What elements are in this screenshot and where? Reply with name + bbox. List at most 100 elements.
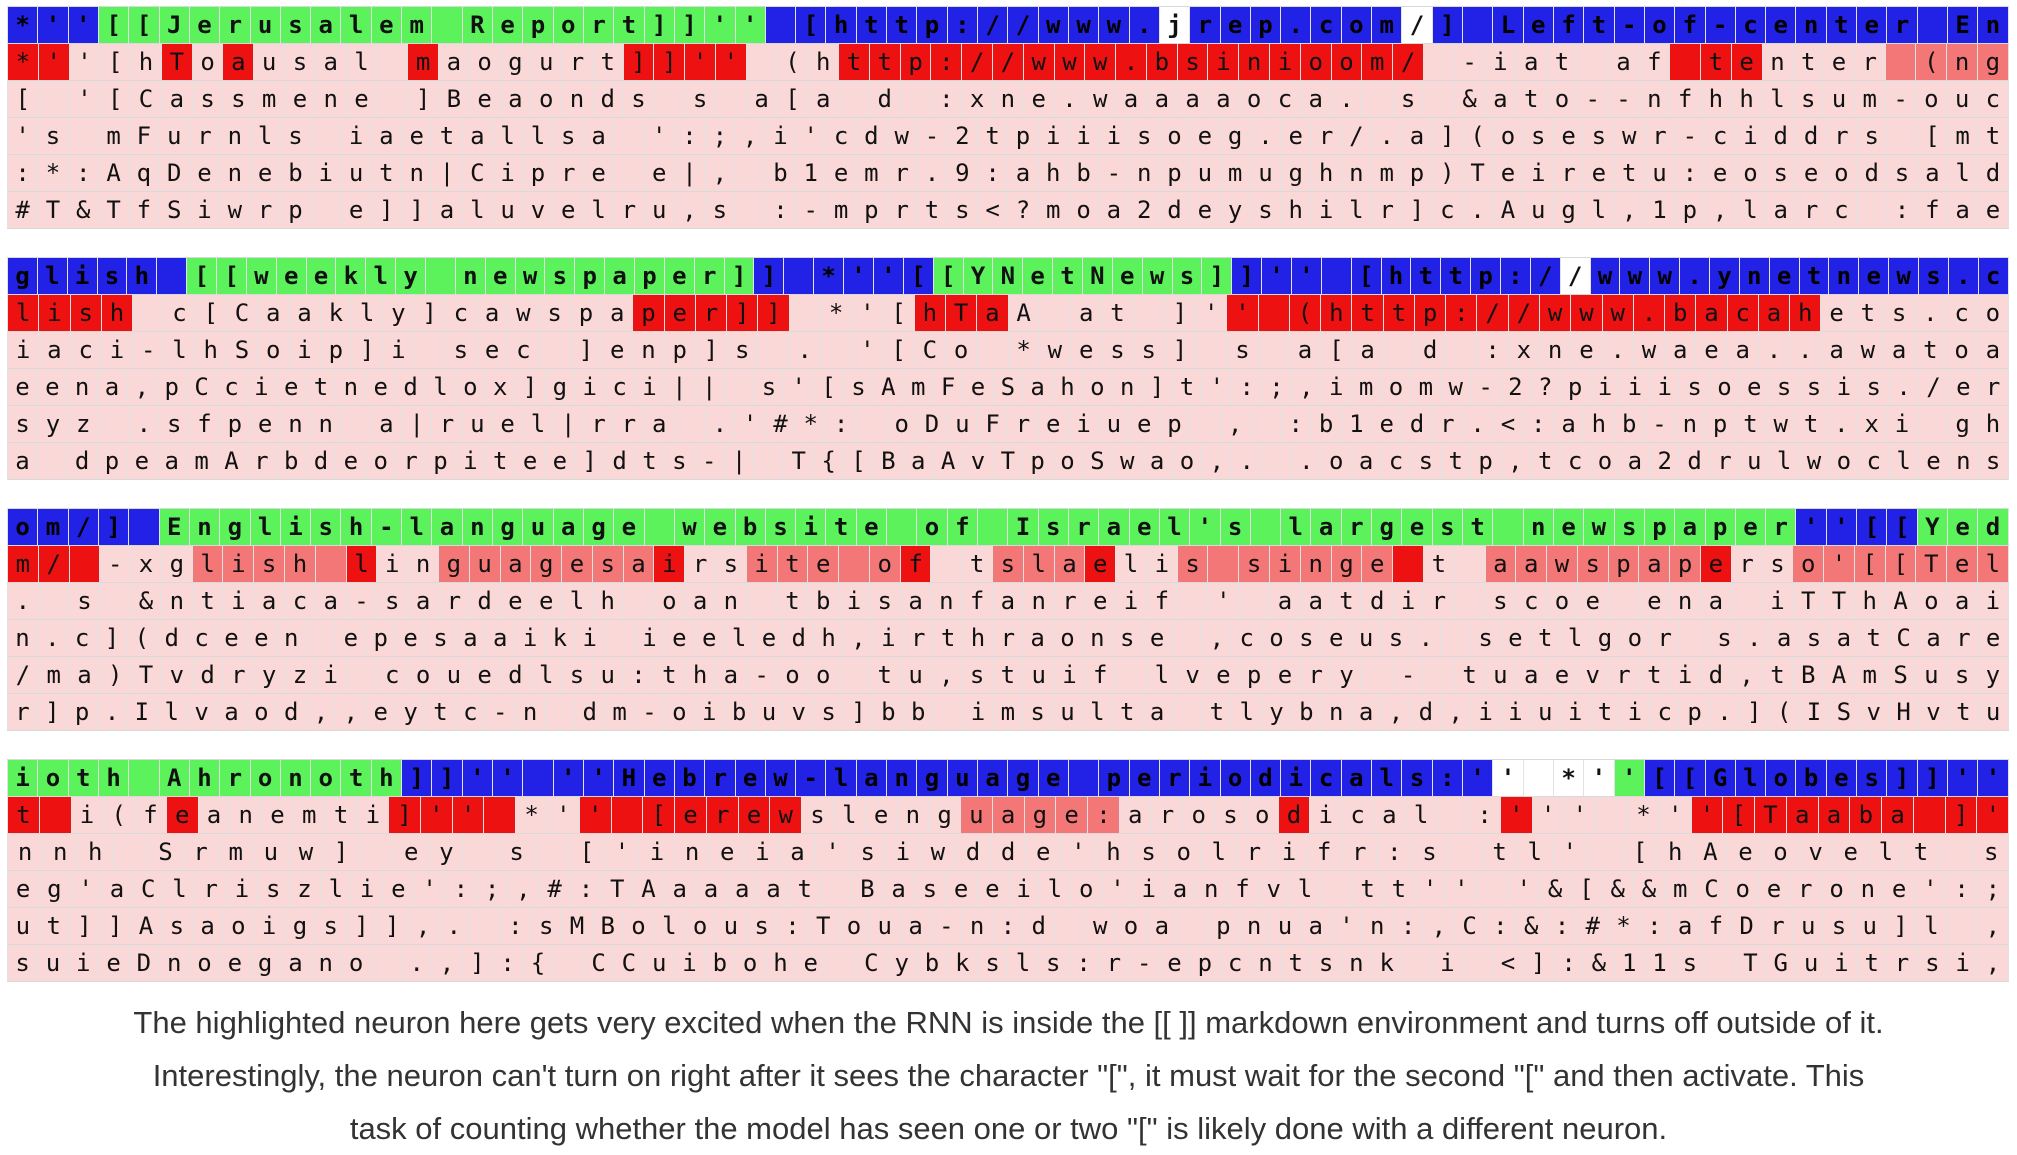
prediction-char-cell: a	[976, 295, 1008, 331]
prediction-char-cell: n	[160, 583, 192, 619]
prediction-char-cell: b	[1849, 797, 1882, 833]
input-char-cell: t	[1462, 509, 1493, 545]
prediction-char-cell	[838, 657, 869, 693]
input-char-cell: a	[1674, 509, 1705, 545]
prediction-char-cell: t	[1453, 657, 1485, 693]
prediction-char-cell: a	[1768, 620, 1799, 656]
prediction-char-cell: t	[1638, 657, 1670, 693]
prediction-char-cell: v	[186, 694, 217, 730]
prediction-char-cell	[1884, 44, 1916, 80]
prediction-char-cell	[673, 406, 705, 442]
prediction-char-cell: w	[1570, 295, 1602, 331]
prediction-char-cell: :	[1280, 406, 1311, 442]
prediction-char-cell: t	[370, 155, 402, 191]
prediction-char-cell: a	[160, 81, 192, 117]
prediction-char-cell	[1938, 834, 1974, 870]
input-char-cell: e	[1111, 258, 1142, 294]
prediction-char-cell: u	[1529, 694, 1560, 730]
prediction-char-cell: [	[7, 81, 38, 117]
prediction-char-cell	[1446, 834, 1482, 870]
prediction-char-cell: 1	[1340, 406, 1372, 442]
prediction-char-cell: t	[1589, 694, 1620, 730]
prediction-char-cell: l	[1340, 192, 1372, 228]
prediction-char-cell: n	[896, 797, 929, 833]
prediction-char-cell: [	[1320, 332, 1352, 368]
prediction-char-cell	[97, 406, 129, 442]
prediction-char-cell: y	[428, 834, 464, 870]
prediction-char-cell: a	[314, 583, 346, 619]
input-char-cell: t	[1825, 7, 1857, 43]
prediction-char-cell	[310, 118, 341, 154]
prediction-char-cell: u	[1189, 155, 1220, 191]
input-char-cell: a	[1098, 509, 1129, 545]
prediction-char-cell: l	[522, 406, 553, 442]
prediction-char-cell: '	[578, 797, 611, 833]
prediction-char-cell: B	[872, 443, 903, 479]
prediction-char-cell	[932, 694, 963, 730]
prediction-char-cell: s	[704, 192, 735, 228]
prediction-char-cell: g	[1023, 797, 1056, 833]
prediction-char-cell: r	[249, 192, 280, 228]
prediction-char-cell: m	[186, 443, 217, 479]
prediction-char-cell: ,	[407, 908, 438, 944]
prediction-char-cell: d	[156, 620, 187, 656]
input-char-cell: b	[673, 760, 705, 796]
prediction-char-cell: i	[1098, 118, 1129, 154]
prediction-char-cell: 9	[946, 155, 977, 191]
input-char-cell: ]	[97, 509, 129, 545]
prediction-char-cell	[1946, 908, 1977, 944]
prediction-char-cell: a	[757, 871, 789, 907]
prediction-char-cell: I	[1798, 694, 1829, 730]
prediction-char-cell: a	[1141, 694, 1172, 730]
prediction-char-cell: o	[776, 657, 808, 693]
input-char-cell: e	[663, 258, 694, 294]
prediction-char-cell: ,	[1977, 945, 2009, 981]
input-char-cell: N	[1081, 258, 1112, 294]
prediction-char-cell: a	[1007, 155, 1038, 191]
prediction-char-cell: r	[1552, 155, 1584, 191]
prediction-char-cell: #	[1576, 908, 1608, 944]
prediction-char-cell: n	[1851, 871, 1883, 907]
input-char-cell: d	[1249, 760, 1281, 796]
prediction-char-cell	[745, 583, 777, 619]
prediction-char-cell: o	[944, 332, 977, 368]
prediction-char-cell: l	[163, 332, 195, 368]
prediction-char-cell: t	[1111, 694, 1142, 730]
prediction-char-cell: f	[188, 406, 220, 442]
prediction-char-cell: r	[1007, 406, 1038, 442]
prediction-char-cell: e	[674, 797, 706, 833]
prediction-char-cell: r	[1053, 583, 1085, 619]
input-char-cell: [	[186, 258, 217, 294]
prediction-char-cell: m	[7, 546, 38, 582]
prediction-char-cell: u	[1249, 155, 1281, 191]
input-char-cell: r	[219, 760, 250, 796]
prediction-char-cell: c	[825, 118, 856, 154]
prediction-char-cell: a	[663, 871, 695, 907]
prediction-char-cell: i	[574, 369, 605, 405]
prediction-char-cell: &	[1632, 871, 1665, 907]
prediction-char-cell: s	[1977, 443, 2009, 479]
prediction-char-cell: '	[1976, 797, 2010, 833]
prediction-char-cell: i	[638, 834, 675, 870]
prediction-char-cell: k	[319, 295, 351, 331]
prediction-char-cell: v	[1576, 657, 1608, 693]
prediction-char-cell: /	[1918, 369, 1948, 405]
prediction-char-cell: i	[7, 332, 39, 368]
prediction-char-cell: B	[851, 871, 883, 907]
prediction-char-cell: s	[1484, 583, 1516, 619]
prediction-char-cell: l	[1867, 834, 1903, 870]
input-char-cell: r	[1158, 760, 1190, 796]
prediction-char-cell: h	[1095, 834, 1131, 870]
prediction-char-cell: o	[1299, 44, 1331, 80]
prediction-char-cell: i	[1484, 44, 1516, 80]
input-char-cell: w	[1067, 7, 1099, 43]
prediction-char-cell	[67, 118, 98, 154]
prediction-char-cell: o	[245, 694, 276, 730]
prediction-char-cell: T	[1792, 583, 1824, 619]
prediction-char-cell	[1586, 834, 1623, 870]
prediction-char-cell: f	[1306, 834, 1342, 870]
prediction-char-cell: n	[561, 81, 592, 117]
